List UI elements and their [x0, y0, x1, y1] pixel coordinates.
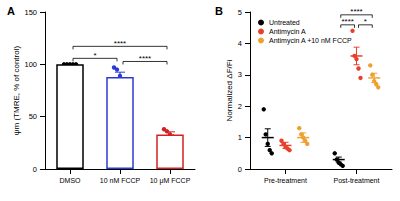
- svg-text:Untreated: Untreated: [269, 19, 300, 26]
- svg-text:****: ****: [341, 17, 353, 26]
- svg-text:50: 50: [29, 112, 37, 121]
- svg-text:Antimycin A +10 nM FCCP: Antimycin A +10 nM FCCP: [269, 37, 352, 45]
- svg-text:5: 5: [238, 8, 242, 17]
- svg-text:150: 150: [24, 8, 37, 17]
- svg-text:1: 1: [238, 133, 242, 142]
- svg-text:****: ****: [350, 7, 362, 16]
- svg-text:10 μM FCCP: 10 μM FCCP: [150, 177, 191, 185]
- svg-text:4: 4: [238, 39, 242, 48]
- svg-text:Antimycin A: Antimycin A: [269, 28, 306, 36]
- svg-text:3: 3: [238, 70, 242, 79]
- svg-text:10 nM FCCP: 10 nM FCCP: [100, 177, 141, 184]
- svg-text:Post-treatment: Post-treatment: [334, 177, 380, 184]
- svg-text:B: B: [215, 5, 223, 17]
- svg-text:0: 0: [238, 165, 242, 174]
- svg-text:Pre-treatment: Pre-treatment: [264, 177, 307, 184]
- svg-text:ψm (TMRE, % of control): ψm (TMRE, % of control): [12, 46, 21, 136]
- svg-text:100: 100: [24, 60, 37, 69]
- svg-text:****: ****: [114, 39, 126, 48]
- svg-text:A: A: [7, 5, 15, 17]
- svg-text:*: *: [93, 51, 96, 60]
- svg-text:2: 2: [238, 102, 242, 111]
- svg-text:Normalized ΔF/Fi: Normalized ΔF/Fi: [225, 59, 234, 121]
- svg-text:0: 0: [33, 165, 37, 174]
- svg-text:****: ****: [139, 54, 151, 63]
- svg-text:DMSO: DMSO: [60, 177, 82, 184]
- svg-text:*: *: [364, 17, 367, 26]
